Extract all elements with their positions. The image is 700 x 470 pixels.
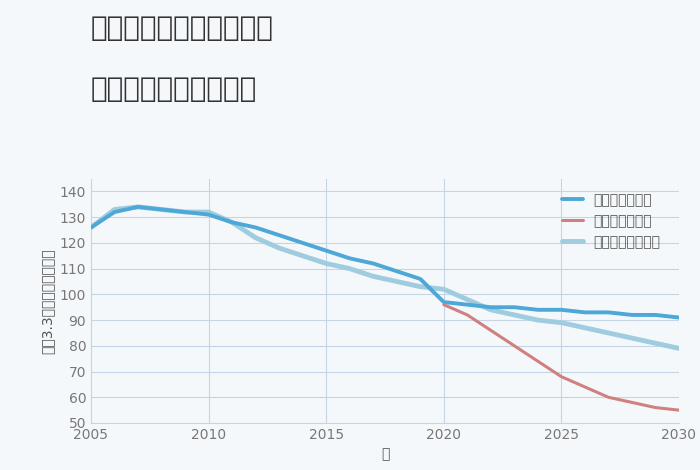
ノーマルシナリオ <box>322 261 330 266</box>
ノーマルシナリオ <box>134 204 142 210</box>
ノーマルシナリオ <box>651 340 659 346</box>
ノーマルシナリオ <box>158 207 166 212</box>
ノーマルシナリオ <box>228 219 237 225</box>
グッドシナリオ <box>557 307 566 313</box>
バッドシナリオ <box>463 312 472 318</box>
グッドシナリオ <box>393 268 401 274</box>
グッドシナリオ <box>251 225 260 230</box>
Legend: グッドシナリオ, バッドシナリオ, ノーマルシナリオ: グッドシナリオ, バッドシナリオ, ノーマルシナリオ <box>556 188 666 255</box>
ノーマルシナリオ <box>510 312 519 318</box>
グッドシナリオ <box>111 209 119 215</box>
グッドシナリオ <box>181 209 189 215</box>
グッドシナリオ <box>440 299 448 305</box>
ノーマルシナリオ <box>486 307 495 313</box>
ノーマルシナリオ <box>675 345 683 351</box>
グッドシナリオ <box>486 305 495 310</box>
グッドシナリオ <box>228 219 237 225</box>
ノーマルシナリオ <box>604 330 612 336</box>
グッドシナリオ <box>675 315 683 321</box>
ノーマルシナリオ <box>416 284 424 290</box>
Line: バッドシナリオ: バッドシナリオ <box>444 305 679 410</box>
グッドシナリオ <box>416 276 424 282</box>
グッドシナリオ <box>604 310 612 315</box>
Line: ノーマルシナリオ: ノーマルシナリオ <box>91 207 679 348</box>
バッドシナリオ <box>440 302 448 307</box>
グッドシナリオ <box>134 204 142 210</box>
ノーマルシナリオ <box>181 209 189 215</box>
バッドシナリオ <box>604 394 612 400</box>
グッドシナリオ <box>275 232 284 238</box>
ノーマルシナリオ <box>275 245 284 251</box>
ノーマルシナリオ <box>557 320 566 326</box>
グッドシナリオ <box>463 302 472 307</box>
ノーマルシナリオ <box>393 279 401 284</box>
バッドシナリオ <box>628 400 636 405</box>
グッドシナリオ <box>369 261 377 266</box>
ノーマルシナリオ <box>346 266 354 272</box>
グッドシナリオ <box>204 212 213 218</box>
バッドシナリオ <box>486 328 495 333</box>
ノーマルシナリオ <box>251 235 260 241</box>
ノーマルシナリオ <box>440 286 448 292</box>
Text: 中古戸建ての価格推移: 中古戸建ての価格推移 <box>91 75 258 103</box>
ノーマルシナリオ <box>204 209 213 215</box>
ノーマルシナリオ <box>581 325 589 330</box>
ノーマルシナリオ <box>298 253 307 258</box>
Y-axis label: 坪（3.3㎡）単価（万円）: 坪（3.3㎡）単価（万円） <box>40 248 54 353</box>
グッドシナリオ <box>581 310 589 315</box>
ノーマルシナリオ <box>369 274 377 279</box>
ノーマルシナリオ <box>533 317 542 323</box>
グッドシナリオ <box>510 305 519 310</box>
グッドシナリオ <box>298 240 307 246</box>
バッドシナリオ <box>533 359 542 364</box>
バッドシナリオ <box>557 374 566 379</box>
ノーマルシナリオ <box>111 207 119 212</box>
ノーマルシナリオ <box>87 225 95 230</box>
バッドシナリオ <box>651 405 659 410</box>
バッドシナリオ <box>581 384 589 390</box>
バッドシナリオ <box>675 407 683 413</box>
グッドシナリオ <box>158 207 166 212</box>
グッドシナリオ <box>533 307 542 313</box>
ノーマルシナリオ <box>463 297 472 302</box>
グッドシナリオ <box>87 225 95 230</box>
グッドシナリオ <box>651 312 659 318</box>
Line: グッドシナリオ: グッドシナリオ <box>91 207 679 318</box>
Text: 神奈川県秦野市下大槻の: 神奈川県秦野市下大槻の <box>91 14 274 42</box>
ノーマルシナリオ <box>628 335 636 341</box>
グッドシナリオ <box>628 312 636 318</box>
X-axis label: 年: 年 <box>381 447 389 462</box>
バッドシナリオ <box>510 343 519 349</box>
グッドシナリオ <box>346 256 354 261</box>
グッドシナリオ <box>322 248 330 253</box>
